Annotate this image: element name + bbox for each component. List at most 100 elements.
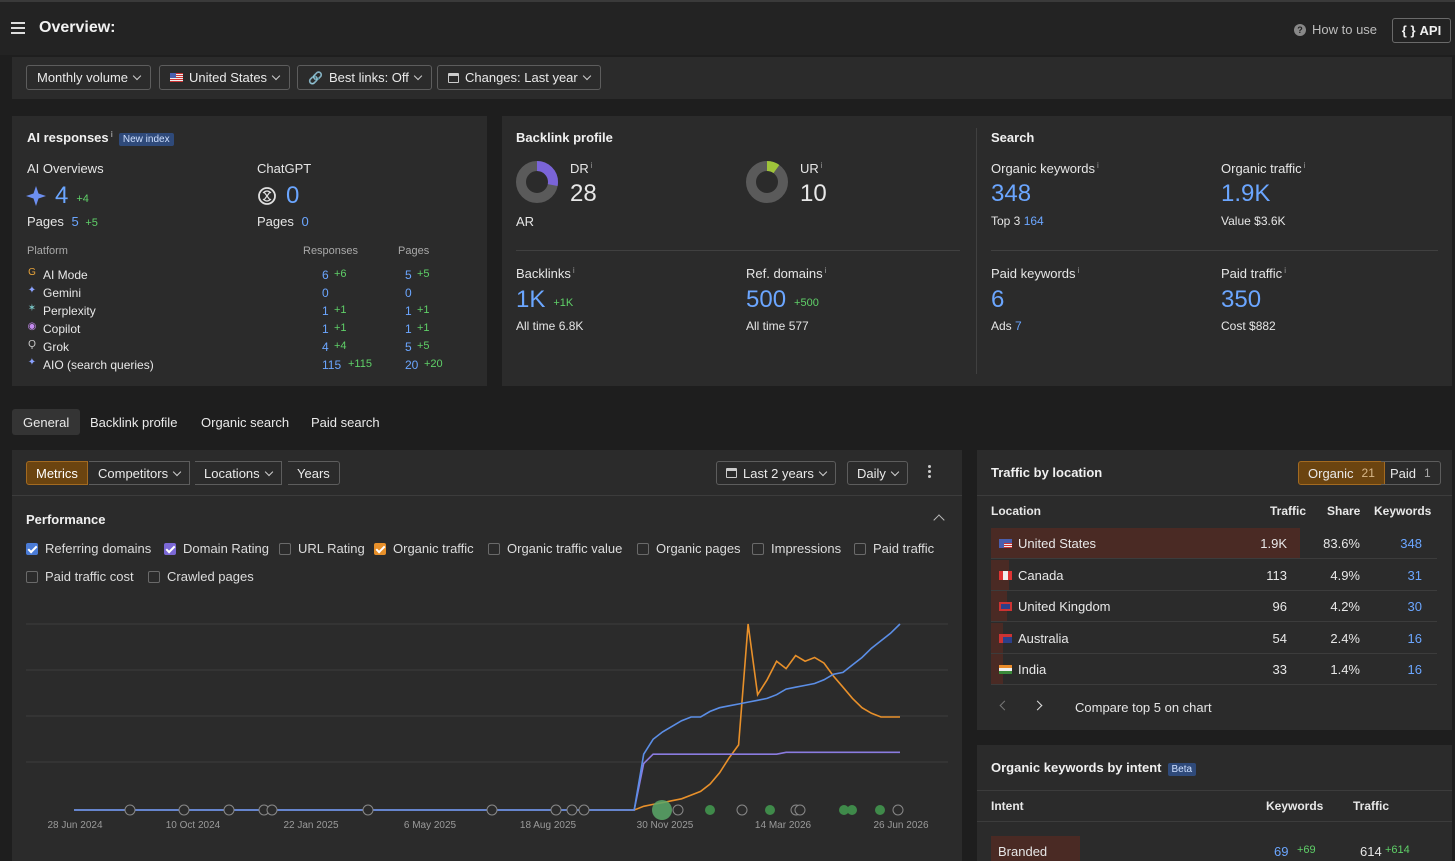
checkbox-url-rating[interactable]: URL Rating [279,541,365,556]
info-icon[interactable]: i [824,266,827,275]
paid-toggle[interactable]: Paid 1 [1381,461,1441,485]
organic-keywords-value[interactable]: 348 [991,180,1032,207]
years-button[interactable]: Years [288,461,340,485]
checkbox-paid-traffic[interactable]: Paid traffic [854,541,934,556]
annotation-marker[interactable] [124,804,136,816]
series-referring-domains[interactable] [74,623,901,811]
next-icon[interactable] [1032,700,1043,711]
competitors-dropdown[interactable]: Competitors [89,461,191,485]
interval-dropdown[interactable]: Daily [847,461,908,485]
annotation-marker[interactable] [178,804,190,816]
prev-icon[interactable] [999,700,1010,711]
highlight-marker[interactable] [652,800,672,820]
annotation-marker[interactable] [736,804,748,816]
location-keywords[interactable]: 16 [1407,662,1422,677]
top3-value[interactable]: 164 [1023,214,1044,228]
checkbox-organic-traffic-value[interactable]: Organic traffic value [488,541,622,556]
annotation-marker[interactable] [486,804,498,816]
location-row[interactable]: United States 1.9K 83.6% 348 [991,528,1437,559]
info-icon[interactable]: i [110,130,113,139]
location-row[interactable]: India 33 1.4% 16 [991,654,1437,685]
annotation-marker[interactable] [892,804,904,816]
backlinks-value[interactable]: 1K [516,286,546,313]
refdomains-value[interactable]: 500 [746,286,787,313]
how-to-use-link[interactable]: ? How to use [1294,22,1377,37]
checkbox-organic-traffic[interactable]: Organic traffic [374,541,474,556]
location-keywords[interactable]: 30 [1407,599,1422,614]
changes-dropdown[interactable]: Changes: Last year [437,65,601,90]
checkbox-crawled-pages[interactable]: Crawled pages [148,569,254,584]
performance-chart[interactable]: 28 Jun 2024 10 Oct 2024 22 Jan 2025 6 May 2… [26,610,950,835]
tab-backlink-profile[interactable]: Backlink profile [90,414,178,430]
platform-pages[interactable]: 20 [405,358,419,372]
annotation-marker[interactable] [794,804,806,816]
compare-top5-link[interactable]: Compare top 5 on chart [1075,700,1212,715]
info-icon[interactable]: i [590,161,593,170]
annotation-marker[interactable] [566,804,578,816]
ads-value[interactable]: 7 [1015,319,1022,333]
annotation-marker[interactable] [223,804,235,816]
info-icon[interactable]: i [1077,266,1080,275]
checkbox-impressions[interactable]: Impressions [752,541,841,556]
annotation-marker[interactable] [578,804,590,816]
tab-organic-search[interactable]: Organic search [201,414,290,430]
tab-general[interactable]: General [12,409,81,435]
ai-overviews-value[interactable]: 4 [55,182,69,209]
range-dropdown[interactable]: Last 2 years [716,461,836,485]
series-organic-traffic[interactable] [74,623,900,811]
collapse-icon[interactable] [933,514,945,526]
info-icon[interactable]: i [1284,266,1286,275]
location-row[interactable]: Canada 113 4.9% 31 [991,559,1437,591]
paid-traffic-value[interactable]: 350 [1221,286,1262,313]
series-domain-rating[interactable] [74,751,900,811]
menu-icon[interactable] [11,22,25,34]
platform-responses[interactable]: 4 [322,340,329,354]
intent-keywords[interactable]: 69 [1274,844,1289,859]
update-marker[interactable] [847,805,857,815]
platform-pages[interactable]: 1 [405,322,412,336]
annotation-marker[interactable] [672,804,684,816]
annotation-marker[interactable] [266,804,278,816]
info-icon[interactable]: i [1303,161,1306,170]
info-icon[interactable]: i [572,266,575,275]
checkbox-domain-rating[interactable]: Domain Rating [164,541,269,556]
organic-toggle[interactable]: Organic 21 [1298,461,1385,485]
platform-pages[interactable]: 1 [405,304,412,318]
pages-value[interactable]: 0 [301,214,309,229]
metrics-button[interactable]: Metrics [26,461,88,485]
annotation-marker[interactable] [362,804,374,816]
chatgpt-value[interactable]: 0 [286,182,300,209]
pages-value[interactable]: 5 [71,214,79,229]
platform-responses[interactable]: 1 [322,304,329,318]
checkbox-paid-traffic-cost[interactable]: Paid traffic cost [26,569,134,584]
platform-responses[interactable]: 115 [322,358,342,372]
checkbox-referring-domains[interactable]: Referring domains [26,541,151,556]
update-marker[interactable] [705,805,715,815]
info-icon[interactable]: i [820,161,823,170]
tab-paid-search[interactable]: Paid search [311,414,380,430]
update-marker[interactable] [875,805,885,815]
more-options-icon[interactable] [928,465,932,478]
info-icon[interactable]: i [1097,161,1099,170]
platform-responses[interactable]: 6 [322,268,329,282]
location-row[interactable]: Australia 54 2.4% 16 [991,622,1437,654]
checkbox-organic-pages[interactable]: Organic pages [637,541,741,556]
location-row[interactable]: United Kingdom 96 4.2% 30 [991,591,1437,622]
location-keywords[interactable]: 348 [1400,536,1422,551]
platform-pages[interactable]: 0 [405,286,412,300]
location-keywords[interactable]: 16 [1407,630,1422,646]
paid-keywords-value[interactable]: 6 [991,286,1005,313]
country-dropdown[interactable]: United States [159,65,291,90]
monthly-volume-dropdown[interactable]: Monthly volume [26,65,152,90]
platform-responses[interactable]: 1 [322,322,329,336]
api-button[interactable]: { } API [1392,18,1451,43]
update-marker[interactable] [839,805,849,815]
best-links-dropdown[interactable]: 🔗 Best links: Off [297,65,432,90]
location-keywords[interactable]: 31 [1407,567,1422,583]
platform-responses[interactable]: 0 [322,286,329,300]
platform-pages[interactable]: 5 [405,268,412,282]
locations-dropdown[interactable]: Locations [195,461,282,485]
organic-traffic-value[interactable]: 1.9K [1221,180,1271,207]
platform-pages[interactable]: 5 [405,340,412,354]
update-marker[interactable] [765,805,775,815]
